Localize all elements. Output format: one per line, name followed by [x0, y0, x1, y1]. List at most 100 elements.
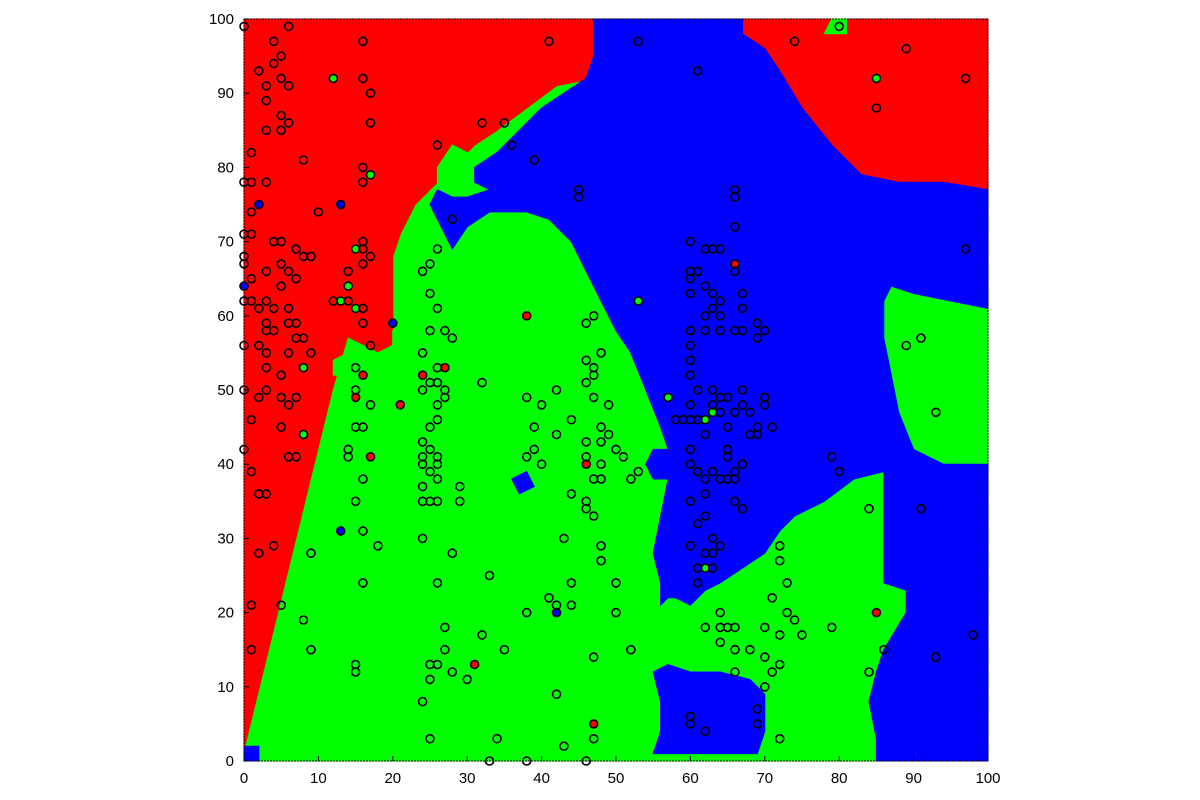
point-empty: [715, 325, 726, 336]
point-empty: [291, 244, 301, 254]
point-empty: [826, 451, 837, 462]
point-empty: [440, 622, 450, 633]
point-green: [298, 429, 309, 440]
point-empty: [685, 414, 696, 425]
point-empty: [588, 310, 599, 321]
point-empty: [268, 303, 279, 314]
point-empty: [432, 474, 443, 484]
point-empty: [715, 637, 726, 648]
point-empty: [358, 162, 368, 173]
point-empty: [566, 600, 577, 611]
point-empty: [878, 644, 889, 655]
point-empty: [268, 236, 279, 247]
point-empty: [581, 318, 592, 329]
point-empty: [700, 474, 711, 484]
point-empty: [700, 429, 711, 440]
point-empty: [544, 36, 554, 47]
point-empty: [730, 266, 740, 277]
point-empty: [268, 58, 279, 69]
point-empty: [298, 333, 309, 343]
point-empty: [477, 630, 487, 640]
point-empty: [700, 548, 711, 559]
point-empty: [246, 229, 257, 239]
point-empty: [358, 244, 368, 254]
point-empty: [797, 630, 807, 640]
region-blue-15: [243, 745, 260, 762]
point-empty: [581, 503, 592, 514]
point-empty: [633, 36, 644, 47]
point-empty: [521, 451, 532, 462]
point-red: [358, 370, 368, 381]
point-empty: [685, 459, 696, 470]
point-empty: [536, 399, 547, 410]
y-tick-label: 30: [217, 530, 234, 547]
point-empty: [432, 414, 443, 425]
point-green: [365, 170, 376, 180]
point-empty: [254, 340, 264, 351]
point-empty: [737, 399, 748, 410]
point-empty: [551, 429, 562, 440]
point-empty: [685, 273, 696, 284]
point-green: [343, 281, 354, 291]
point-empty: [715, 607, 726, 618]
point-empty: [261, 296, 272, 306]
point-empty: [752, 719, 763, 729]
point-empty: [834, 466, 845, 477]
point-empty: [358, 259, 368, 269]
point-empty: [462, 674, 473, 685]
point-empty: [968, 630, 978, 640]
point-empty: [358, 474, 368, 484]
point-empty: [447, 333, 458, 343]
point-red: [365, 451, 376, 462]
point-empty: [596, 459, 606, 470]
point-empty: [506, 140, 517, 150]
point-empty: [692, 578, 703, 588]
point-empty: [774, 555, 785, 566]
point-red: [521, 310, 532, 321]
point-empty: [447, 214, 458, 225]
point-empty: [254, 392, 264, 403]
point-empty: [603, 429, 614, 440]
point-empty: [737, 288, 748, 299]
point-empty: [559, 741, 569, 752]
point-empty: [737, 503, 748, 514]
point-empty: [276, 259, 287, 269]
point-empty: [477, 118, 487, 128]
point-empty: [596, 437, 606, 447]
point-empty: [737, 385, 748, 395]
point-empty: [306, 548, 316, 559]
point-green: [871, 73, 882, 84]
point-empty: [603, 399, 614, 410]
point-empty: [737, 303, 748, 314]
point-empty: [700, 325, 711, 336]
point-empty: [692, 385, 703, 395]
point-empty: [343, 451, 354, 462]
y-tick-label: 40: [217, 456, 234, 473]
point-empty: [685, 370, 696, 381]
point-empty: [261, 385, 272, 395]
point-empty: [246, 177, 257, 187]
point-empty: [685, 719, 696, 729]
point-empty: [700, 489, 711, 499]
point-empty: [692, 518, 703, 529]
point-empty: [283, 303, 294, 314]
point-empty: [283, 21, 294, 32]
point-empty: [246, 147, 257, 158]
point-empty: [291, 451, 301, 462]
point-empty: [759, 325, 770, 336]
x-tick-label: 10: [310, 770, 327, 787]
point-empty: [566, 414, 577, 425]
point-empty: [425, 325, 435, 336]
point-empty: [440, 392, 450, 403]
point-empty: [246, 414, 257, 425]
point-empty: [276, 281, 287, 291]
point-empty: [254, 66, 264, 76]
point-empty: [425, 259, 435, 269]
point-empty: [358, 303, 368, 314]
point-empty: [365, 251, 376, 262]
point-empty: [960, 244, 971, 254]
y-tick-label: 10: [217, 679, 234, 696]
y-tick-label: 60: [217, 308, 234, 325]
x-tick-label: 60: [682, 770, 699, 787]
point-empty: [692, 563, 703, 573]
